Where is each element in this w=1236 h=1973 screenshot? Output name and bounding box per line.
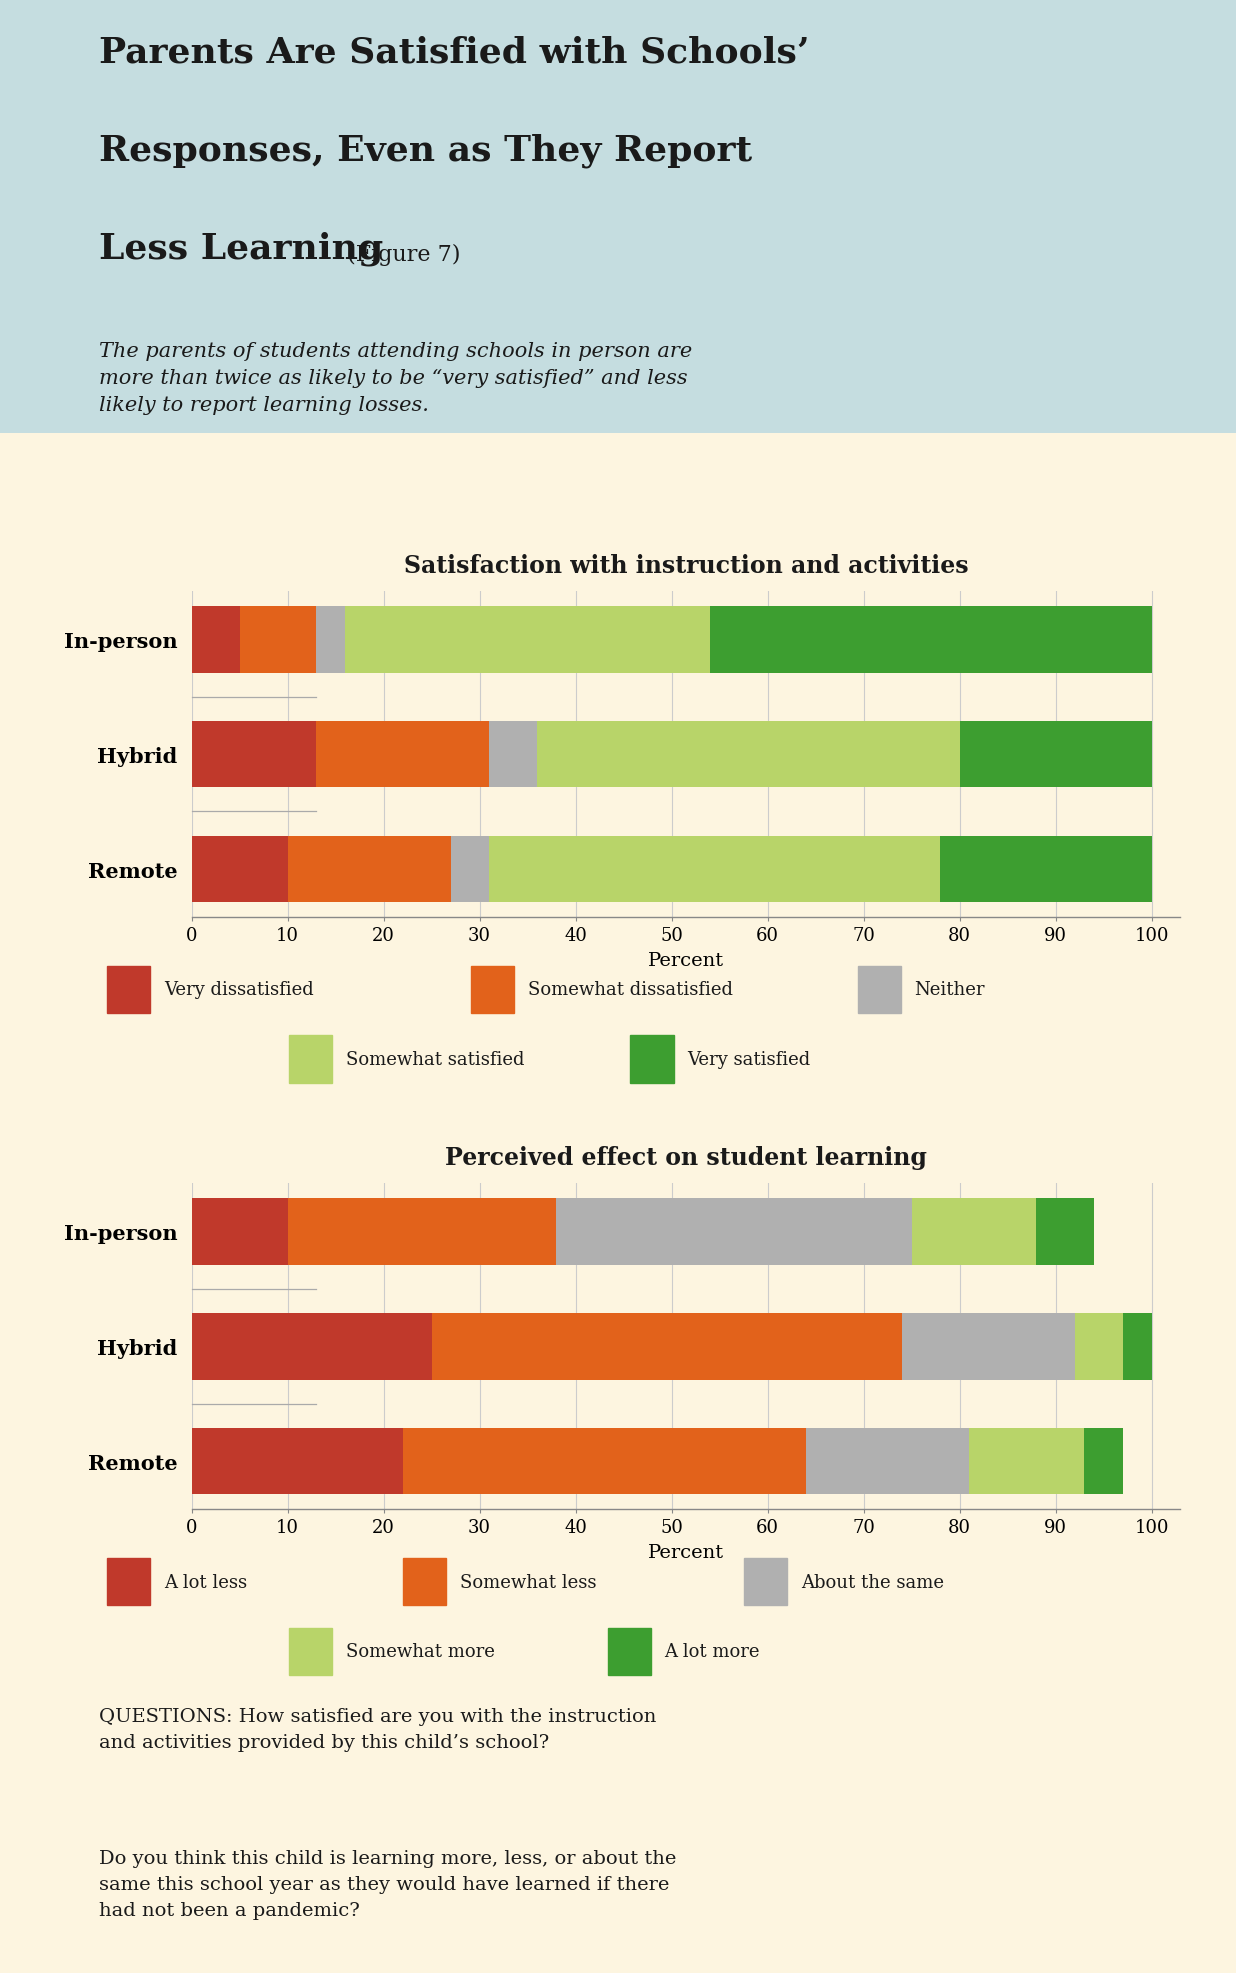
Bar [1075, 1314, 1122, 1379]
Bar [709, 608, 1152, 673]
Bar [316, 608, 345, 673]
Bar [912, 1198, 1036, 1265]
Bar [902, 1314, 1075, 1379]
Text: Somewhat satisfied: Somewhat satisfied [346, 1050, 524, 1069]
Bar [1122, 1314, 1152, 1379]
Bar [192, 1428, 403, 1496]
Text: Somewhat dissatisfied: Somewhat dissatisfied [528, 981, 733, 998]
Text: Responses, Even as They Report: Responses, Even as They Report [99, 134, 751, 168]
Bar [403, 1428, 806, 1496]
Text: A lot more: A lot more [665, 1642, 760, 1661]
Bar [345, 608, 709, 673]
Bar [192, 837, 288, 904]
Bar [1084, 1428, 1122, 1496]
Bar [403, 1559, 446, 1606]
Title: Satisfaction with instruction and activities: Satisfaction with instruction and activi… [404, 554, 968, 578]
Bar [192, 722, 316, 787]
Bar [192, 1198, 288, 1265]
Text: Neither: Neither [915, 981, 985, 998]
Bar [288, 837, 451, 904]
X-axis label: Percent: Percent [648, 1543, 724, 1561]
X-axis label: Percent: Percent [648, 951, 724, 969]
Bar [858, 967, 901, 1014]
Text: QUESTIONS: How satisfied are you with the instruction
and activities provided by: QUESTIONS: How satisfied are you with th… [99, 1707, 656, 1750]
Bar [451, 837, 489, 904]
Bar [192, 1314, 431, 1379]
Bar [630, 1036, 674, 1083]
Bar [806, 1428, 969, 1496]
Text: A lot less: A lot less [164, 1572, 247, 1590]
Bar [556, 1198, 912, 1265]
Bar [431, 1314, 902, 1379]
Bar [1036, 1198, 1094, 1265]
Bar [108, 967, 151, 1014]
Bar [289, 1628, 332, 1675]
Text: Very dissatisfied: Very dissatisfied [164, 981, 314, 998]
Bar [289, 1036, 332, 1083]
Text: Somewhat less: Somewhat less [460, 1572, 596, 1590]
Title: Perceived effect on student learning: Perceived effect on student learning [445, 1146, 927, 1170]
Bar [969, 1428, 1084, 1496]
Text: Less Learning: Less Learning [99, 233, 383, 266]
Bar [538, 722, 959, 787]
Bar [608, 1628, 651, 1675]
Bar [316, 722, 489, 787]
Bar [941, 837, 1152, 904]
Bar [959, 722, 1152, 787]
Bar [471, 967, 514, 1014]
Text: (Figure 7): (Figure 7) [340, 245, 460, 266]
Text: The parents of students attending schools in person are
more than twice as likel: The parents of students attending school… [99, 341, 692, 414]
Bar [489, 837, 941, 904]
Text: Parents Are Satisfied with Schools’: Parents Are Satisfied with Schools’ [99, 36, 810, 69]
Text: Somewhat more: Somewhat more [346, 1642, 494, 1661]
Bar [744, 1559, 787, 1606]
Text: Very satisfied: Very satisfied [687, 1050, 811, 1069]
Bar [108, 1559, 151, 1606]
Text: Do you think this child is learning more, less, or about the
same this school ye: Do you think this child is learning more… [99, 1849, 676, 1920]
Text: About the same: About the same [801, 1572, 944, 1590]
Bar [240, 608, 316, 673]
Bar [192, 608, 240, 673]
Bar [288, 1198, 556, 1265]
Bar [489, 722, 538, 787]
